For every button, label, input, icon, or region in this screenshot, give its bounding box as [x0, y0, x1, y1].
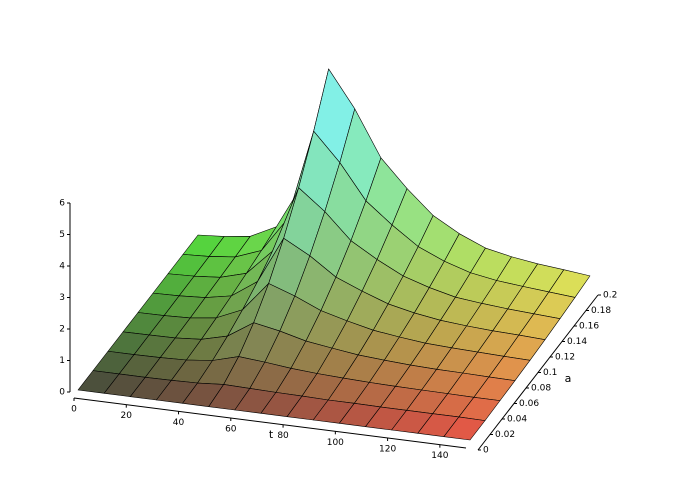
x-tick-label: 20 [121, 411, 133, 421]
y-tick-label: 0.1 [543, 368, 557, 378]
x-axis-label: t [269, 428, 274, 441]
y-axis-label: a [565, 372, 572, 385]
z-tick-label: 2 [59, 325, 65, 335]
x-axis [73, 397, 467, 449]
y-tick-label: 0 [483, 446, 489, 456]
y-tick-label: 0.06 [519, 399, 539, 409]
y-tick-label: 0.2 [603, 291, 617, 301]
x-tick-label: 0 [71, 405, 77, 415]
surface-patch [443, 416, 486, 441]
y-tick-label: 0.18 [591, 306, 611, 316]
y-tick-label: 0.04 [507, 415, 527, 425]
y-tick-label: 0.02 [495, 430, 515, 440]
x-tick-label: 100 [327, 438, 344, 448]
x-tick-label: 40 [173, 418, 185, 428]
z-tick-label: 1 [59, 356, 65, 366]
z-tick-label: 0 [59, 388, 65, 398]
z-tick-label: 3 [59, 293, 65, 303]
z-tick-label: 4 [59, 262, 65, 272]
y-tick-label: 0.12 [555, 353, 575, 363]
z-tick-label: 6 [59, 199, 65, 209]
x-tick-label: 60 [225, 425, 237, 435]
x-tick-label: 120 [379, 445, 396, 455]
y-tick-label: 0.16 [579, 322, 599, 332]
x-tick-label: 140 [431, 451, 448, 461]
y-tick-label: 0.14 [567, 337, 587, 347]
y-tick-label: 0.08 [531, 384, 551, 394]
x-tick-label: 80 [277, 431, 289, 441]
z-tick-label: 5 [59, 230, 65, 240]
